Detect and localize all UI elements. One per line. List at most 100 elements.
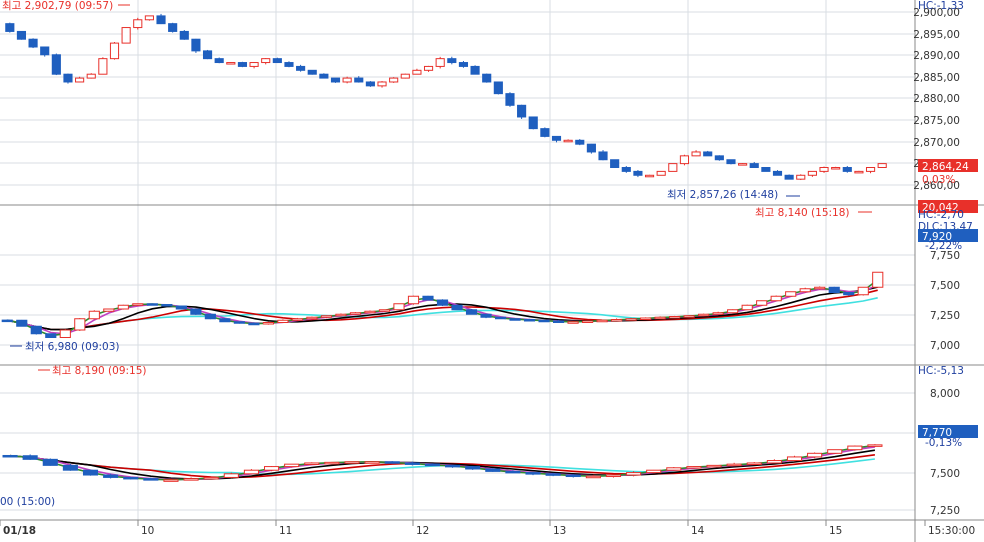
candle-body [291, 318, 303, 321]
candle-body [807, 452, 823, 458]
candle-body [1, 319, 13, 323]
candle-body [364, 461, 380, 464]
candle-body [517, 104, 527, 118]
candle-body [143, 478, 159, 481]
y-tick-label: 8,000 [930, 388, 960, 400]
candle-body [161, 304, 173, 307]
candle-body [404, 462, 420, 465]
x-tick-label: 13 [553, 525, 566, 537]
candle-body [2, 454, 18, 458]
hc-label: HC:-5,13 [918, 365, 964, 377]
candle-body [423, 65, 434, 71]
candle-body [51, 54, 61, 75]
ma-line-cyan [7, 297, 878, 331]
candle-body [422, 295, 434, 301]
high-annotation: 최고 8,140 (15:18) [755, 207, 850, 219]
candle-body [654, 316, 666, 320]
candle-body [509, 318, 521, 321]
candle-body [330, 77, 341, 83]
price-badge [918, 159, 978, 172]
candle-body [656, 170, 666, 176]
candle-body [179, 30, 189, 40]
candle-body [668, 163, 678, 172]
candle-body [683, 315, 695, 318]
price-badge-text: 7,770 [922, 427, 952, 439]
ma-line-black [10, 449, 876, 480]
low-annotation: 최저 2,857,26 (14:48) [667, 189, 778, 201]
candle-body [319, 73, 329, 79]
candle-body [82, 469, 99, 476]
candle-body [738, 163, 748, 166]
candle-body [233, 321, 245, 324]
candle-body [354, 77, 364, 83]
candle-body [451, 304, 463, 311]
candle-body [400, 73, 410, 79]
high-annotation: 최고 2,902,79 (09:57) [2, 0, 113, 12]
low-annotation: 00 (15:00) [0, 496, 55, 508]
price-badge [918, 229, 978, 242]
candle-body [814, 286, 826, 290]
y-tick-label: 7,500 [930, 468, 960, 480]
candle-body [865, 167, 876, 172]
low-annotation: 최저 6,980 (09:03) [25, 341, 120, 353]
x-tick-label: 10 [141, 525, 154, 537]
candle-body [45, 333, 57, 338]
candle-body [284, 463, 300, 468]
candle-body [626, 472, 642, 476]
candle-body [470, 65, 480, 75]
candle-body [872, 271, 884, 288]
candle-body [307, 69, 317, 75]
price-badge [918, 425, 978, 438]
candle-body [5, 23, 15, 32]
y-tick-label: 2,870,00 [913, 137, 960, 149]
candle-body [123, 476, 139, 480]
y-tick-label: 7,000 [930, 340, 960, 352]
candle-body [552, 320, 565, 323]
candle-body [335, 313, 347, 317]
candle-body [505, 470, 521, 474]
candle-body [156, 15, 166, 25]
candle-body [494, 316, 507, 320]
candle-body [819, 167, 829, 172]
candle-body [407, 295, 420, 305]
candle-body [203, 476, 219, 480]
y-tick-label: 7,750 [930, 250, 960, 262]
candle-body [219, 318, 231, 323]
candle-body [109, 42, 120, 60]
candle-body [183, 478, 199, 481]
candle-body [16, 319, 28, 327]
candle-body [306, 316, 318, 320]
candle-body [465, 309, 478, 315]
candle-body [575, 139, 585, 145]
candle-body [611, 319, 623, 322]
candle-body [786, 456, 803, 462]
candle-body [214, 58, 224, 64]
candle-body [785, 291, 797, 297]
candle-body [204, 313, 216, 320]
candle-body [784, 174, 794, 180]
y-tick-label: 2,895,00 [913, 29, 960, 41]
candle-body [761, 167, 771, 172]
x-tick-label: 14 [691, 525, 705, 537]
candle-body [144, 15, 154, 21]
candle-body [377, 81, 387, 87]
candle-body [272, 58, 282, 64]
x-tick-label: 12 [416, 525, 429, 537]
candle-body [770, 295, 782, 302]
candle-body [749, 163, 759, 169]
candle-body [746, 462, 762, 465]
candle-body [445, 464, 461, 468]
pct-badge: 0,03% [922, 174, 955, 186]
candle-body [168, 23, 178, 32]
candle-body [262, 322, 274, 325]
hc-label: HC:-1,33 [918, 0, 964, 12]
candle-body [324, 461, 340, 465]
candle-body [523, 319, 536, 322]
y-tick-label: 2,860,00 [913, 180, 960, 192]
candle-body [772, 170, 783, 176]
candle-body [646, 469, 662, 474]
candle-body [703, 151, 713, 157]
candle-body [621, 167, 631, 172]
candle-body [586, 143, 596, 153]
